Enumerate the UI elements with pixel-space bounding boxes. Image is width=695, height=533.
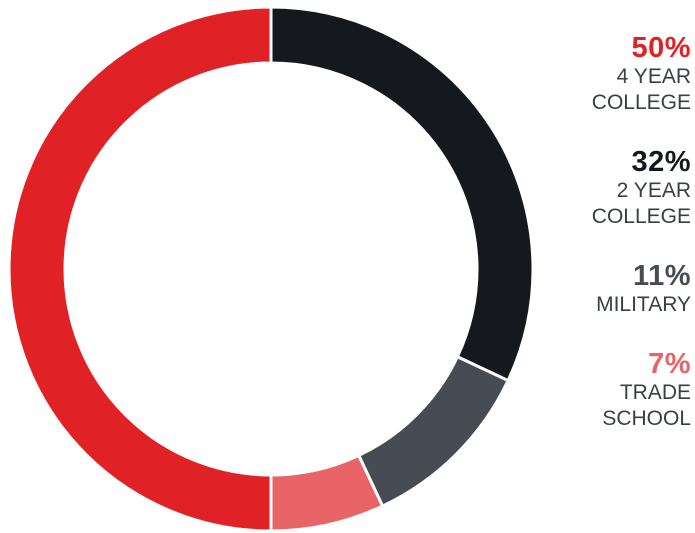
legend-label: TRADE SCHOOL <box>602 381 691 430</box>
donut-chart <box>7 5 535 533</box>
legend: 50% 4 YEAR COLLEGE 32% 2 YEAR COLLEGE 11… <box>531 32 691 432</box>
legend-percent: 32% <box>631 146 691 178</box>
legend-label: 4 YEAR COLLEGE <box>591 65 691 114</box>
legend-label: 2 YEAR COLLEGE <box>591 179 691 228</box>
donut-segment-11pct <box>356 354 511 509</box>
donut-segment-50pct <box>7 5 273 533</box>
donut-segment-32pct <box>269 5 535 383</box>
legend-item-4-year-college: 50% 4 YEAR COLLEGE <box>531 32 691 116</box>
legend-item-trade-school: 7% TRADE SCHOOL <box>531 348 691 432</box>
legend-percent: 50% <box>631 32 691 64</box>
legend-percent: 11% <box>633 260 691 292</box>
legend-item-2-year-college: 32% 2 YEAR COLLEGE <box>531 146 691 230</box>
legend-item-military: 11% MILITARY <box>531 260 691 318</box>
legend-percent: 7% <box>648 348 691 380</box>
legend-label: MILITARY <box>596 293 691 316</box>
